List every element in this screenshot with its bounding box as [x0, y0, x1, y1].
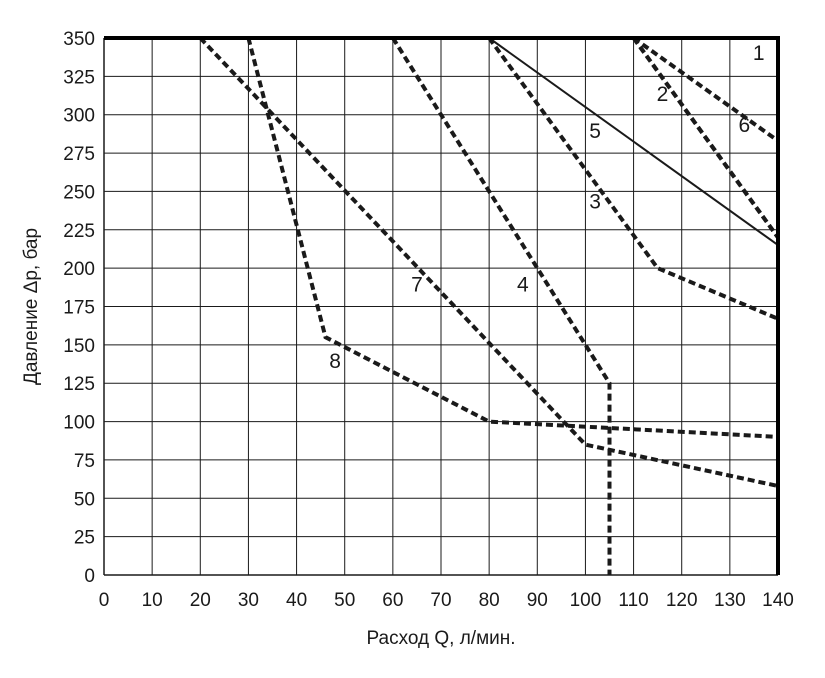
curves [198, 36, 780, 575]
y-tick-10: 250 [63, 182, 95, 203]
curve-label-8: 8 [329, 350, 341, 373]
y-tick-5: 125 [63, 374, 95, 395]
curve-label-2: 2 [657, 83, 669, 106]
curve-8 [246, 37, 779, 439]
plot-frame [103, 36, 780, 576]
curve-1 [632, 36, 780, 143]
x-tick-1: 10 [142, 590, 163, 611]
x-tick-5: 50 [334, 590, 355, 611]
x-tick-10: 100 [570, 590, 602, 611]
x-tick-13: 130 [714, 590, 746, 611]
curve-label-5: 5 [589, 120, 601, 143]
y-tick-8: 200 [63, 259, 95, 280]
y-tick-4: 100 [63, 413, 95, 434]
y-tick-13: 325 [63, 67, 95, 88]
x-tick-2: 20 [190, 590, 211, 611]
y-tick-labels: 0 25 50 75 100 125 150 175 200 225 250 275 300 325 350 [63, 29, 95, 587]
curve-labels: 1 2 3 4 5 6 7 8 [329, 42, 764, 373]
x-tick-14: 140 [762, 590, 794, 611]
curve-6 [631, 36, 780, 239]
curve-label-6: 6 [738, 114, 750, 137]
x-axis-label: Расход Q, л/мин. [366, 628, 515, 649]
x-tick-0: 0 [99, 590, 110, 611]
y-axis-label: Давление Δр, бар [21, 228, 42, 385]
curve-label-4: 4 [517, 273, 529, 296]
x-tick-labels: 0 10 20 30 40 50 60 70 80 90 100 110 120 130 140 [99, 590, 794, 611]
y-tick-12: 300 [63, 106, 95, 127]
x-tick-11: 110 [618, 590, 648, 611]
x-tick-9: 90 [527, 590, 548, 611]
x-tick-6: 60 [382, 590, 403, 611]
curve-5 [488, 37, 779, 246]
y-tick-14: 350 [63, 29, 95, 50]
x-tick-8: 80 [479, 590, 500, 611]
y-tick-9: 225 [63, 221, 95, 242]
y-tick-7: 175 [63, 298, 95, 319]
curve-label-7: 7 [411, 273, 423, 296]
y-tick-2: 50 [74, 489, 95, 510]
y-tick-1: 25 [74, 528, 95, 549]
y-tick-11: 275 [63, 144, 95, 165]
x-tick-3: 30 [238, 590, 259, 611]
curve-label-3: 3 [589, 191, 601, 214]
curve-label-1: 1 [753, 42, 765, 65]
curve-4 [391, 36, 612, 575]
x-tick-4: 40 [286, 590, 307, 611]
y-tick-3: 75 [74, 451, 95, 472]
x-tick-12: 120 [666, 590, 698, 611]
y-tick-0: 0 [84, 566, 95, 587]
y-tick-6: 150 [63, 336, 95, 357]
x-tick-7: 70 [430, 590, 451, 611]
